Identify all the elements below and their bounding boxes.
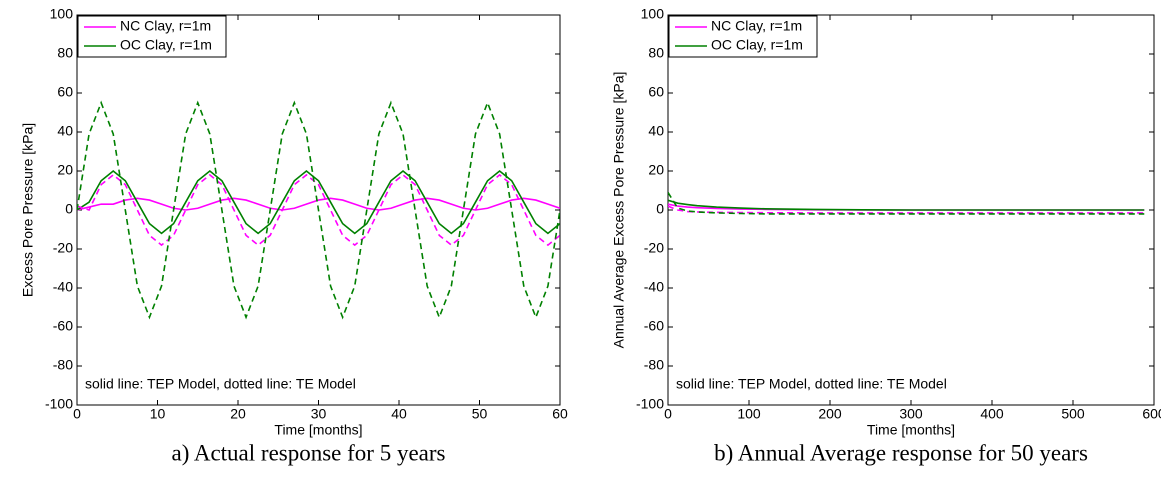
data-line bbox=[668, 192, 1145, 215]
y-tick-label: 60 bbox=[57, 84, 73, 100]
y-tick-label: -60 bbox=[53, 318, 73, 334]
y-tick-label: 100 bbox=[641, 6, 665, 22]
y-tick-label: 20 bbox=[57, 162, 73, 178]
legend-label: NC Clay, r=1m bbox=[711, 18, 802, 34]
x-tick-label: 300 bbox=[899, 406, 923, 422]
x-axis-label: Time [months] bbox=[274, 422, 362, 438]
y-tick-label: -40 bbox=[53, 279, 73, 295]
y-tick-label: 80 bbox=[57, 45, 73, 61]
annotation: solid line: TEP Model, dotted line: TE M… bbox=[85, 376, 356, 392]
x-tick-label: 500 bbox=[1061, 406, 1085, 422]
data-line bbox=[77, 100, 560, 320]
caption: b) Annual Average response for 50 years bbox=[714, 440, 1088, 465]
x-tick-label: 0 bbox=[73, 406, 81, 422]
x-tick-label: 600 bbox=[1142, 406, 1161, 422]
y-tick-label: -60 bbox=[644, 318, 664, 334]
x-tick-label: 0 bbox=[664, 406, 672, 422]
y-tick-label: -40 bbox=[644, 279, 664, 295]
x-tick-label: 50 bbox=[472, 406, 488, 422]
y-tick-label: -100 bbox=[45, 396, 73, 412]
y-tick-label: 40 bbox=[57, 123, 73, 139]
y-axis-label: Annual Average Excess Pore Pressure [kPa… bbox=[611, 72, 627, 349]
y-tick-label: 0 bbox=[656, 201, 664, 217]
x-tick-label: 10 bbox=[150, 406, 166, 422]
y-tick-label: -20 bbox=[644, 240, 664, 256]
data-line bbox=[668, 199, 1145, 211]
y-tick-label: -100 bbox=[636, 396, 664, 412]
y-tick-label: 40 bbox=[648, 123, 664, 139]
y-tick-label: 100 bbox=[50, 6, 74, 22]
x-tick-label: 20 bbox=[230, 406, 246, 422]
y-tick-label: -20 bbox=[53, 240, 73, 256]
x-tick-label: 200 bbox=[818, 406, 842, 422]
x-tick-label: 100 bbox=[737, 406, 761, 422]
x-tick-label: 400 bbox=[980, 406, 1004, 422]
x-tick-label: 40 bbox=[391, 406, 407, 422]
data-line bbox=[77, 169, 560, 235]
annotation: solid line: TEP Model, dotted line: TE M… bbox=[676, 376, 947, 392]
y-tick-label: 80 bbox=[648, 45, 664, 61]
x-axis-label: Time [months] bbox=[867, 422, 955, 438]
x-tick-label: 30 bbox=[311, 406, 327, 422]
data-line bbox=[77, 173, 560, 247]
legend-label: OC Clay, r=1m bbox=[120, 37, 212, 53]
y-tick-label: -80 bbox=[53, 357, 73, 373]
legend-box bbox=[77, 15, 227, 58]
legend-label: NC Clay, r=1m bbox=[120, 18, 211, 34]
legend-box bbox=[668, 15, 818, 58]
data-line bbox=[77, 197, 560, 211]
y-tick-label: -80 bbox=[644, 357, 664, 373]
legend-label: OC Clay, r=1m bbox=[711, 37, 803, 53]
y-tick-label: 0 bbox=[65, 201, 73, 217]
y-tick-label: 20 bbox=[648, 162, 664, 178]
y-tick-label: 60 bbox=[648, 84, 664, 100]
x-tick-label: 60 bbox=[552, 406, 568, 422]
caption: a) Actual response for 5 years bbox=[172, 440, 446, 465]
y-axis-label: Excess Pore Pressure [kPa] bbox=[20, 123, 36, 297]
